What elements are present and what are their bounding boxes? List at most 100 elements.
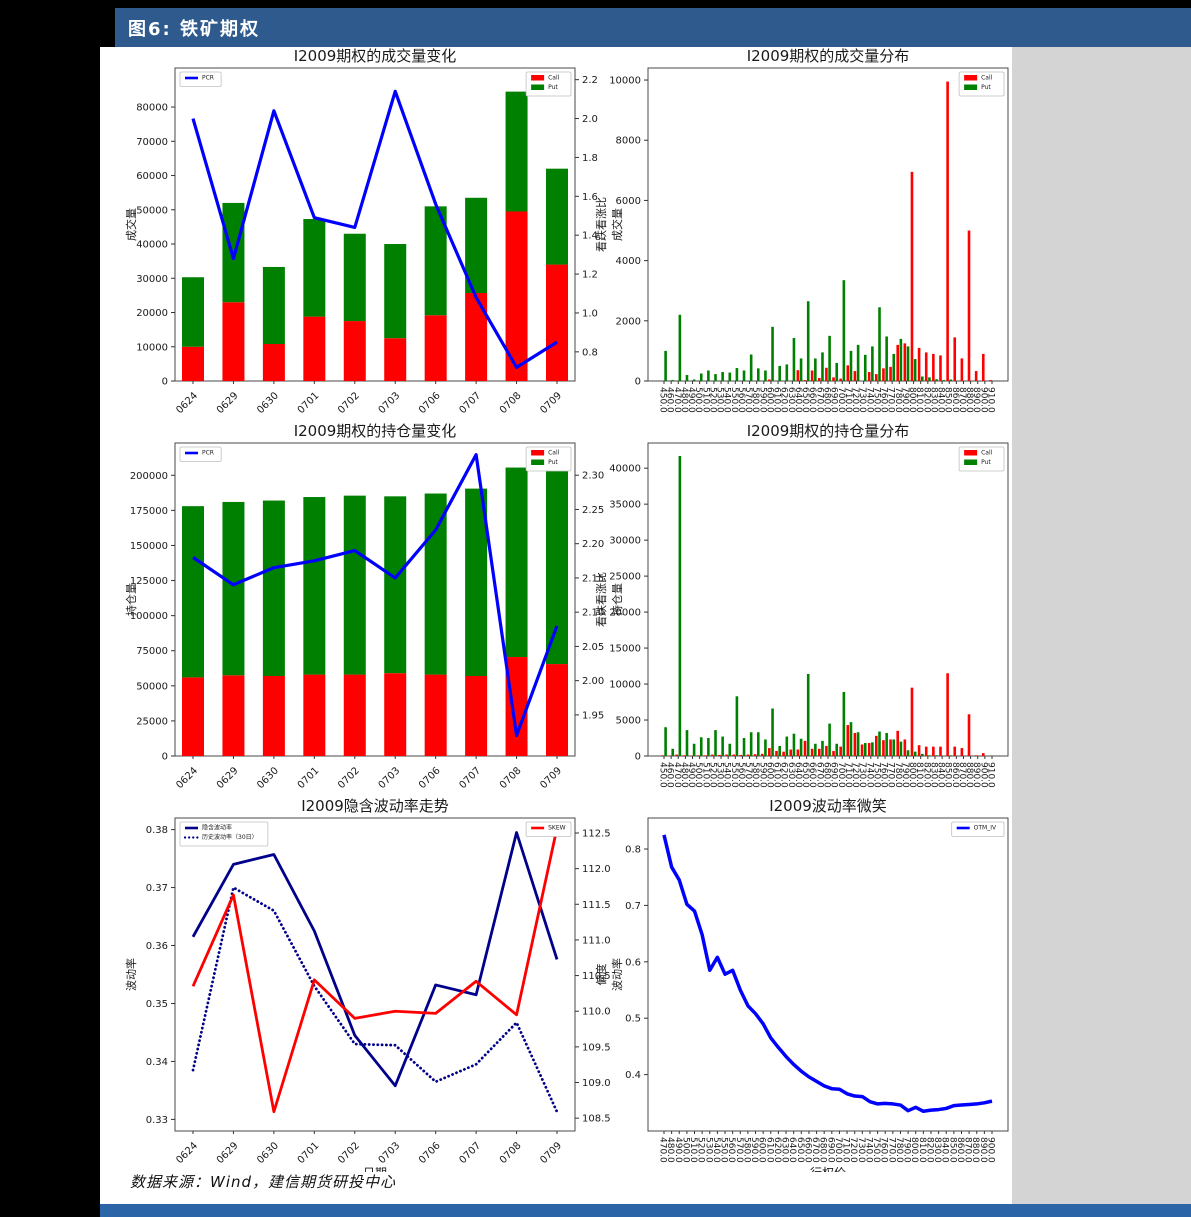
svg-text:0706: 0706 — [417, 390, 443, 416]
svg-text:0630: 0630 — [255, 390, 281, 416]
put-bar — [871, 346, 874, 381]
svg-text:880.0: 880.0 — [964, 762, 974, 788]
call-bar — [889, 366, 892, 381]
put-bar — [546, 168, 568, 265]
svg-text:650.0: 650.0 — [800, 387, 810, 413]
svg-text:640.0: 640.0 — [793, 762, 803, 788]
put-bar — [764, 739, 767, 756]
ylabel-left: 波动率 — [124, 958, 138, 991]
series-line — [191, 831, 559, 1088]
svg-text:540.0: 540.0 — [722, 762, 732, 788]
svg-text:520.0: 520.0 — [707, 762, 717, 788]
svg-text:660.0: 660.0 — [802, 1137, 812, 1163]
svg-text:2000: 2000 — [616, 316, 641, 327]
svg-text:740.0: 740.0 — [864, 762, 874, 788]
svg-text:880.0: 880.0 — [970, 1137, 980, 1163]
svg-text:480.0: 480.0 — [665, 1137, 675, 1163]
svg-text:SKEW: SKEW — [548, 825, 566, 832]
svg-text:480.0: 480.0 — [679, 762, 689, 788]
svg-text:2.15: 2.15 — [582, 573, 604, 584]
legend-upper-right: Call Put — [525, 71, 572, 97]
svg-text:710.0: 710.0 — [843, 387, 853, 413]
call-bar — [775, 750, 778, 756]
put-bar — [806, 301, 810, 381]
put-bar — [664, 727, 667, 756]
svg-text:111.5: 111.5 — [582, 900, 611, 911]
legend-upper-right: Call Put — [958, 71, 1005, 97]
call-bar — [825, 745, 828, 756]
svg-text:910.0: 910.0 — [986, 387, 996, 413]
svg-text:590.0: 590.0 — [757, 762, 767, 788]
call-bar — [768, 379, 771, 381]
svg-text:PCR: PCR — [202, 75, 214, 82]
svg-text:820.0: 820.0 — [921, 387, 931, 413]
svg-text:580.0: 580.0 — [750, 762, 760, 788]
svg-text:110.5: 110.5 — [582, 971, 611, 982]
put-bar — [885, 336, 888, 381]
series-line — [191, 827, 559, 1114]
svg-text:0: 0 — [162, 377, 168, 388]
call-bar — [882, 740, 885, 756]
call-bar — [832, 750, 835, 756]
svg-text:0624: 0624 — [174, 1140, 200, 1166]
svg-text:470.0: 470.0 — [658, 1137, 668, 1163]
put-bar — [863, 354, 867, 381]
call-bar — [910, 687, 914, 756]
call-bar — [903, 343, 907, 381]
call-bar — [953, 746, 957, 756]
svg-text:510.0: 510.0 — [688, 1137, 698, 1163]
put-bar — [785, 736, 789, 756]
svg-text:550.0: 550.0 — [729, 762, 739, 788]
svg-text:840.0: 840.0 — [940, 1137, 950, 1163]
call-bar — [803, 380, 807, 381]
call-bar — [682, 755, 686, 756]
put-bar — [885, 732, 888, 756]
source-note: 数据来源：Wind，建信期货研投中心 — [130, 1173, 397, 1191]
svg-text:0707: 0707 — [457, 390, 483, 416]
svg-text:520.0: 520.0 — [707, 387, 717, 413]
put-bar — [707, 738, 710, 756]
svg-text:560.0: 560.0 — [736, 387, 746, 413]
report-panel: I2009期权的成交量变化 0 10000 20000 30000 40000 50000 6… — [100, 47, 1012, 1204]
svg-text:780.0: 780.0 — [893, 387, 903, 413]
call-bar — [981, 353, 985, 381]
put-bar — [792, 337, 796, 381]
svg-text:1.6: 1.6 — [582, 192, 598, 203]
svg-text:1.2: 1.2 — [582, 270, 598, 281]
put-bar — [906, 750, 910, 756]
svg-text:720.0: 720.0 — [848, 1137, 858, 1163]
svg-text:770.0: 770.0 — [886, 762, 896, 788]
call-bar — [222, 675, 245, 756]
svg-text:0.6: 0.6 — [625, 957, 641, 968]
put-bar — [935, 755, 938, 756]
svg-text:640.0: 640.0 — [787, 1137, 797, 1163]
put-bar — [949, 379, 953, 381]
svg-text:50000: 50000 — [136, 681, 168, 692]
svg-text:820.0: 820.0 — [924, 1137, 934, 1163]
legend-upper-left: PCR — [179, 71, 222, 87]
call-bar — [424, 315, 447, 381]
figure-header-title: 图6: 铁矿期权 — [128, 18, 260, 40]
svg-text:820.0: 820.0 — [921, 762, 931, 788]
put-bar — [505, 91, 528, 212]
ylabel-left: 波动率 — [610, 958, 624, 991]
svg-text:80000: 80000 — [136, 103, 168, 114]
svg-text:0702: 0702 — [336, 765, 362, 791]
svg-text:Put: Put — [548, 459, 558, 466]
svg-text:860.0: 860.0 — [955, 1137, 965, 1163]
chart-title: I2009期权的持仓量分布 — [747, 422, 910, 440]
svg-text:0702: 0702 — [336, 1140, 362, 1166]
call-bar — [343, 321, 366, 381]
call-bar — [860, 744, 864, 756]
put-bar — [806, 673, 810, 756]
svg-text:109.0: 109.0 — [582, 1078, 611, 1089]
svg-text:740.0: 740.0 — [863, 1137, 873, 1163]
svg-text:660.0: 660.0 — [807, 387, 817, 413]
svg-text:620.0: 620.0 — [779, 762, 789, 788]
put-bar — [343, 233, 366, 322]
svg-text:OTM_IV: OTM_IV — [974, 825, 997, 832]
call-bar — [946, 81, 949, 381]
legend-upper-right: OTM_IV — [951, 821, 1005, 837]
call-bar — [875, 735, 878, 756]
plot-area — [664, 81, 992, 381]
